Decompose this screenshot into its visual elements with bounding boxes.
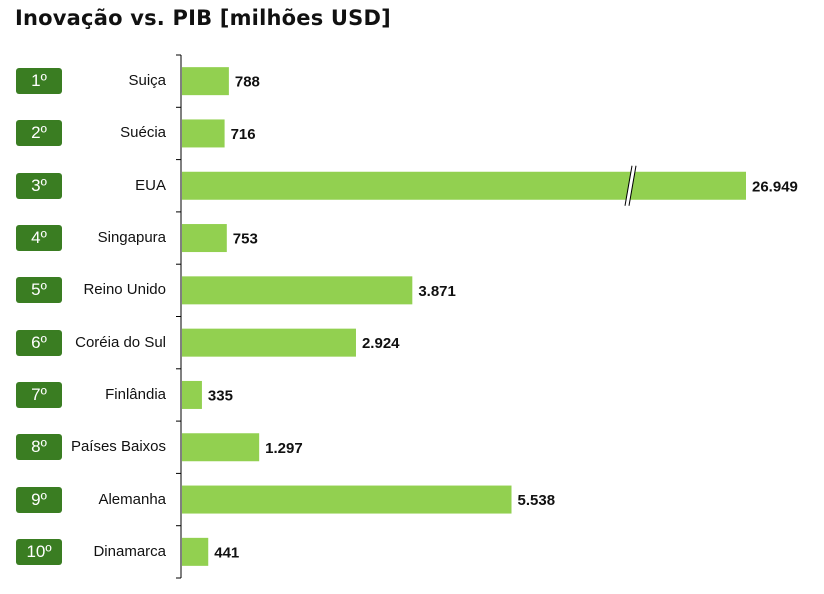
category-label: Países Baixos xyxy=(70,438,166,456)
rank-badge: 4º xyxy=(16,225,62,252)
bar xyxy=(182,433,260,462)
category-label: Suécia xyxy=(120,124,166,142)
data-label: 753 xyxy=(233,231,258,248)
chart-title: Inovação vs. PIB [milhões USD] xyxy=(15,6,391,30)
category-label: Singapura xyxy=(97,229,166,247)
category-label: Suiça xyxy=(128,72,166,90)
bar xyxy=(182,537,209,566)
category-label: EUA xyxy=(135,176,166,194)
data-label: 1.297 xyxy=(265,440,303,457)
axis-break-line xyxy=(628,165,637,206)
data-label: 26.949 xyxy=(752,178,798,195)
bar xyxy=(182,380,202,409)
category-label: Finlândia xyxy=(105,385,166,403)
rank-badge: 1º xyxy=(16,68,62,95)
rank-badge: 9º xyxy=(16,486,62,513)
axis-break xyxy=(625,165,636,206)
category-label: Coréia do Sul xyxy=(75,333,166,351)
data-label: 788 xyxy=(235,74,260,91)
bar xyxy=(182,171,746,200)
rank-badge: 6º xyxy=(16,329,62,356)
data-label: 5.538 xyxy=(518,492,556,509)
data-label: 2.924 xyxy=(362,335,400,352)
rank-badge: 8º xyxy=(16,434,62,461)
bar xyxy=(182,328,356,357)
category-label: Reino Unido xyxy=(83,281,166,299)
data-label: 335 xyxy=(208,387,233,404)
category-label: Dinamarca xyxy=(93,542,166,560)
data-label: 3.871 xyxy=(418,283,456,300)
rank-badge: 3º xyxy=(16,172,62,199)
rank-badge: 7º xyxy=(16,381,62,408)
category-label: Alemanha xyxy=(98,490,166,508)
bar xyxy=(182,67,229,96)
data-label: 441 xyxy=(214,544,239,561)
bar xyxy=(182,485,512,514)
rank-badge: 10º xyxy=(16,538,62,565)
bar xyxy=(182,224,227,253)
axis-break-line xyxy=(624,165,633,206)
rank-badge: 5º xyxy=(16,277,62,304)
data-label: 716 xyxy=(231,126,256,143)
bar xyxy=(182,276,413,305)
rank-badge: 2º xyxy=(16,120,62,147)
bar xyxy=(182,119,225,148)
